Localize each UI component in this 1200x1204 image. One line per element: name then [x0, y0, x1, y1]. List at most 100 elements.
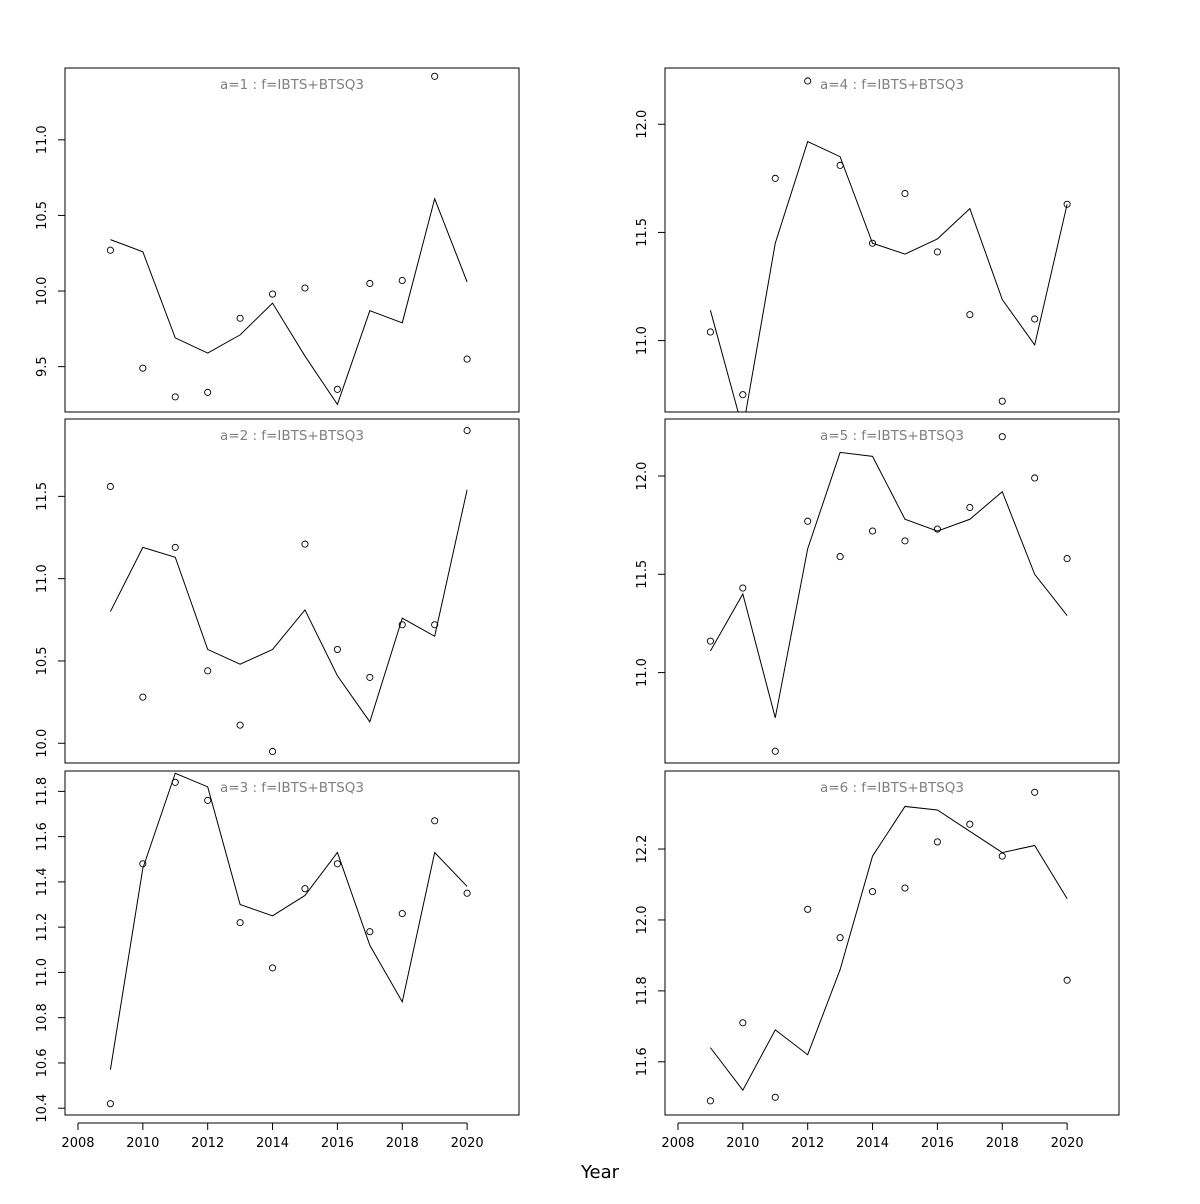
- panel-6-observed-point: [966, 820, 974, 828]
- panel-1-marks: [106, 72, 471, 406]
- panel-3-observed-point: [366, 928, 374, 936]
- panel-6-x-tick-label: 2012: [791, 1136, 824, 1151]
- panel-4-observed-point: [1063, 200, 1071, 208]
- panel-4-observed-point: [901, 189, 909, 198]
- panel-6-x-tick-label: 2014: [856, 1136, 889, 1151]
- panel-3-observed-point: [106, 1100, 114, 1108]
- panel-1-observed-point: [171, 393, 179, 401]
- panel-4-observed-point: [868, 239, 877, 247]
- panel-3-y-tick-label: 10.6: [35, 1048, 50, 1077]
- panel-5-observed-point: [1031, 474, 1039, 482]
- panel-6-y-tick-label: 11.6: [635, 1047, 650, 1076]
- panel-2-observed-point: [398, 621, 406, 629]
- panel-2-y-tick-label: 11.5: [35, 482, 50, 511]
- panel-3-observed-point: [204, 796, 212, 804]
- panel-3-x-tick-label: 2010: [126, 1136, 159, 1151]
- panel-3-observed-point: [236, 919, 244, 927]
- panel-3-observed-point: [398, 910, 406, 918]
- panel-6-observed-point: [804, 905, 812, 913]
- panel-5-frame: [664, 418, 1120, 764]
- panel-1-observed-point: [463, 355, 471, 363]
- panel-2-marks: [106, 426, 471, 756]
- panel-6-observed-point: [868, 888, 877, 896]
- panel-4-observed-point: [771, 174, 779, 182]
- panel-2-observed-point: [236, 721, 244, 729]
- panel-5-marks: [706, 433, 1071, 755]
- panel-3-observed-point: [139, 860, 147, 868]
- panel-5-observed-point: [998, 433, 1006, 441]
- panel-3-title: a=3 : f=IBTS+BTSQ3: [220, 780, 364, 796]
- panel-5-observed-point: [739, 584, 747, 592]
- panel-1-observed-point: [333, 385, 341, 393]
- panel-3-observed-point: [301, 885, 309, 893]
- panel-2-observed-point: [301, 540, 309, 548]
- panel-1-observed-point: [106, 246, 114, 254]
- panel-2-observed-point: [431, 621, 439, 629]
- panel-3-x-tick-label: 2008: [61, 1136, 94, 1151]
- panel-6-marks: [706, 788, 1071, 1105]
- panel-3-x-tick-label: 2016: [321, 1136, 354, 1151]
- panel-6-x-tick-label: 2018: [986, 1136, 1019, 1151]
- panel-5-observed-point: [804, 517, 812, 525]
- panel-2-y-tick-label: 10.0: [35, 729, 50, 758]
- panel-4-observed-point: [836, 161, 844, 169]
- panel-4-observed-point: [706, 328, 714, 336]
- panel-6-x-tick-label: 2016: [921, 1136, 954, 1151]
- panel-5-y-tick-label: 12.0: [635, 462, 650, 491]
- panel-4-observed-point: [933, 248, 941, 256]
- panel-6-observed-point: [1031, 788, 1039, 796]
- panel-5-title: a=5 : f=IBTS+BTSQ3: [820, 428, 964, 444]
- panel-3-y-tick-label: 11.0: [35, 958, 50, 987]
- panel-5-observed-point: [1063, 555, 1071, 563]
- panel-6: a=6 : f=IBTS+BTSQ3 11.6 11.8 12.0 12.2 2008 20…: [635, 770, 1120, 1151]
- panel-5-y-tick-label: 11.0: [635, 658, 650, 687]
- panel-1-observed-point: [268, 290, 277, 298]
- panel-6-observed-point: [706, 1097, 714, 1105]
- x-axis-label: Year: [580, 1162, 620, 1183]
- panel-4-observed-point: [966, 311, 974, 319]
- panel-1-title: a=1 : f=IBTS+BTSQ3: [220, 77, 364, 93]
- panel-1-y-tick-label: 10.0: [35, 277, 50, 306]
- panel-6-y-tick-label: 12.2: [635, 835, 650, 864]
- panel-4: a=4 : f=IBTS+BTSQ3 11.0 11.5 12.0: [635, 67, 1120, 413]
- panel-3: a=3 : f=IBTS+BTSQ3 10.4 10.6 10.8 11.0 11.2 11…: [35, 770, 520, 1151]
- panel-3-x-tick-label: 2018: [386, 1136, 419, 1151]
- panel-3-y-tick-label: 11.4: [35, 867, 50, 896]
- panel-4-observed-point: [998, 397, 1006, 405]
- panel-3-fitted-line: [109, 772, 468, 1070]
- panel-5-fitted-line: [709, 451, 1068, 718]
- panel-6-x-tick-label: 2008: [661, 1136, 694, 1151]
- panel-6-x-tick-label: 2010: [726, 1136, 759, 1151]
- panel-5-observed-point: [706, 637, 714, 645]
- panel-1-observed-point: [204, 388, 212, 396]
- panel-4-y-tick-label: 11.0: [635, 326, 650, 355]
- panel-4-observed-point: [804, 77, 812, 85]
- panel-3-observed-point: [171, 778, 179, 786]
- panel-2: a=2 : f=IBTS+BTSQ3 10.0 10.5 11.0 11.5: [35, 418, 520, 764]
- panel-3-frame: [64, 770, 520, 1116]
- panel-4-title: a=4 : f=IBTS+BTSQ3: [820, 77, 964, 93]
- panel-1-observed-point: [139, 364, 147, 372]
- panel-6-observed-point: [998, 852, 1006, 860]
- panel-5-observed-point: [868, 527, 877, 535]
- panel-3-marks: [106, 772, 471, 1108]
- panel-3-y-tick-label: 11.6: [35, 822, 50, 851]
- panel-5-observed-point: [901, 537, 909, 545]
- panel-2-title: a=2 : f=IBTS+BTSQ3: [220, 428, 364, 444]
- panel-6-observed-point: [836, 934, 844, 942]
- panel-5-observed-point: [771, 747, 779, 755]
- panel-1-fitted-line: [110, 197, 468, 406]
- panel-6-fitted-line: [710, 805, 1068, 1092]
- panel-6-y-tick-label: 11.8: [635, 976, 650, 1005]
- panel-3-x-tick-label: 2014: [256, 1136, 289, 1151]
- panel-3-observed-point: [463, 889, 471, 897]
- panel-4-y-tick-label: 11.5: [635, 218, 650, 247]
- panel-1-observed-point: [236, 314, 244, 322]
- panel-4-frame: [664, 67, 1120, 413]
- panel-1-observed-point: [366, 279, 374, 288]
- panel-2-observed-point: [204, 667, 212, 675]
- panel-5-observed-point: [966, 503, 974, 512]
- panel-2-y-tick-label: 10.5: [35, 646, 50, 675]
